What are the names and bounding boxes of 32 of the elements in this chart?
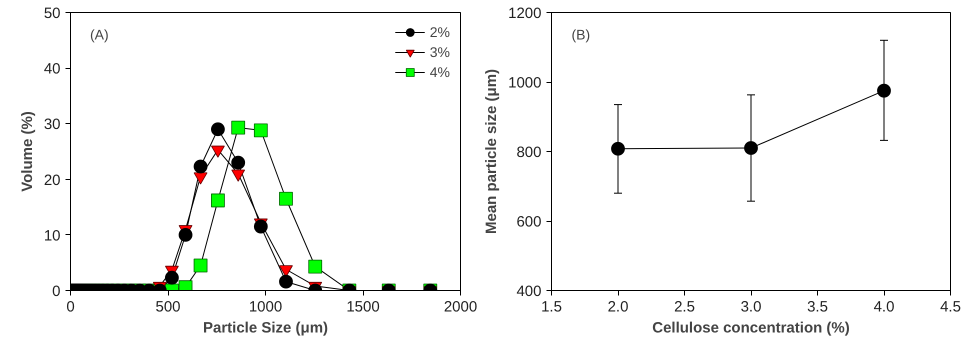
x-tick-label: 2.5 xyxy=(674,298,695,316)
x-tick-label: 2.0 xyxy=(608,298,628,316)
x-tick-label: 3.0 xyxy=(740,298,762,316)
y-tick-label: 1200 xyxy=(508,5,542,22)
x-tick-label: 1000 xyxy=(248,298,282,316)
y-tick-label: 1000 xyxy=(508,74,542,92)
y-tick-label: 50 xyxy=(44,5,61,22)
annotation: (B) xyxy=(571,26,590,42)
x-tick-label: 1.5 xyxy=(541,298,562,316)
x-tick-label: 4.0 xyxy=(874,298,894,316)
y-tick-label: 30 xyxy=(44,116,61,134)
y-axis-title: Mean particle size (μm) xyxy=(483,68,500,234)
x-tick-label: 4.5 xyxy=(940,298,961,316)
legend-label: 3% xyxy=(430,44,450,60)
legend-label: 4% xyxy=(430,64,450,80)
y-tick-label: 20 xyxy=(44,172,61,189)
y-axis-title: Volume (%) xyxy=(18,111,36,192)
x-axis-title: Particle Size (μm) xyxy=(202,320,328,336)
y-tick-label: 600 xyxy=(516,214,542,230)
y-tick-label: 0 xyxy=(52,283,60,300)
x-axis-title: Cellulose concentration (%) xyxy=(652,320,850,336)
y-tick-label: 10 xyxy=(44,227,61,244)
x-tick-label: 500 xyxy=(155,298,181,316)
x-tick-label: 2000 xyxy=(444,298,478,316)
y-tick-label: 400 xyxy=(516,283,542,300)
legend-label: 2% xyxy=(430,24,450,40)
y-tick-label: 800 xyxy=(516,144,542,161)
annotation: (A) xyxy=(90,26,109,42)
y-tick-label: 40 xyxy=(44,60,61,78)
x-tick-label: 0 xyxy=(66,298,75,316)
x-tick-label: 3.5 xyxy=(807,298,828,316)
x-tick-label: 1500 xyxy=(346,298,380,316)
